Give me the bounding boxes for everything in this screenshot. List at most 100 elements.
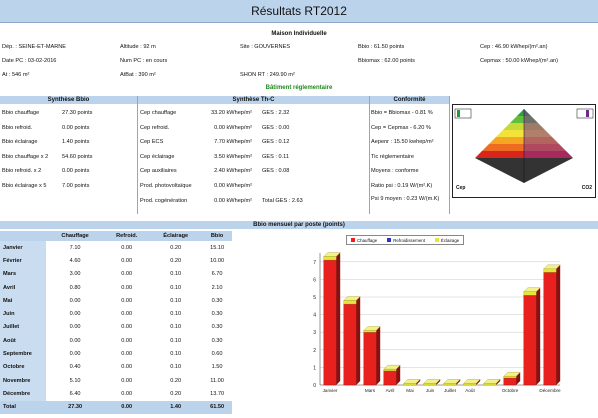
table-row: Août 0.00 0.00 0.10 0.30 [0,334,232,348]
bar-chauffage [343,303,357,386]
x-tick-label: Juillet [444,388,456,393]
table-row: Septembre 0.00 0.00 0.10 0.60 [0,347,232,361]
bbio-row: Bbio chauffage 27.30 points [2,110,93,116]
shon-field: SHON RT : 249.90 m² [240,72,295,78]
value-cell: 0.00 [121,364,133,371]
value-cell: 15.10 [210,244,225,251]
table-row: Mars 3.00 0.00 0.10 6.70 [0,267,232,281]
value-cell: 0.00 [69,351,81,358]
table-row: Décembre 6.40 0.00 0.20 13.70 [0,387,232,401]
bar-side [536,287,541,385]
value-cell: 0.30 [211,311,223,318]
dep-field: Dép. : SEINE-ET-MARNE [2,44,67,50]
at-field: At : 546 m² [2,72,30,78]
x-tick-label: Août [465,388,475,393]
bar-eclairage [503,376,517,379]
value-cell: 0.00 [69,297,81,304]
conformite-row: Cep = Cepmax - 6.20 % [371,124,431,131]
value-cell: 6.70 [211,271,223,278]
bbio-field: Bbio : 61.50 points [358,44,405,50]
x-tick-label: Décembre [539,388,561,393]
conformite-heading: Conformité [370,96,449,104]
value-cell: 27.30 [46,400,105,414]
value-cell: 4.60 [69,257,81,264]
thc-row: Prod. cogénération 0.00 kWhep/m² Total GES… [140,197,303,204]
num-pc-field: Num PC : en cours [120,58,168,64]
cep-field: Cep : 46.90 kWhep/(m².an) [480,44,548,50]
bar-eclairage [543,268,557,273]
bar-chauffage [543,272,557,386]
value-cell: 0.20 [170,244,182,251]
value-cell: 0.10 [170,351,182,358]
y-tick-label: 4 [313,313,316,319]
thc-row: Cep refroid. 0.00 kWhep/m² GES : 0.00 [140,124,290,131]
date-pc-field: Date PC : 03-02-2016 [2,58,57,64]
divider [369,96,370,214]
bar-side [396,365,401,385]
bbio-monthly-chart: Chauffage Refroidissement Éclairage 0 1 2 3… [300,235,572,395]
thc-row: Prod. photovoltaïque 0.00 kWhep/m² [140,182,252,189]
bar-top [523,287,541,292]
month-cell: Septembre [0,347,46,361]
monthly-table: Chauffage Refroid. Éclairage Bbio Janvie… [0,231,232,414]
bbio-row: Bbio refroid. 0.00 points [2,124,90,131]
value-cell: 0.00 [121,244,133,251]
value-cell: 2.10 [211,284,223,291]
report-title-bar: Résultats RT2012 [0,0,598,23]
conformite-row: Ratio psi : 0.19 W/(m².K) [371,182,433,189]
value-cell: 10.00 [210,257,225,264]
bar-top [383,365,401,370]
legend-swatch [351,238,355,243]
value-cell: 0.20 [170,377,182,384]
value-cell: 0.00 [121,324,133,331]
month-cell: Mars [0,267,46,281]
value-cell: 0.10 [170,297,182,304]
x-tick-label: Octobre [502,388,519,393]
value-cell: 3.00 [69,271,81,278]
month-cell: Mai [0,294,46,308]
value-cell: 0.10 [170,364,182,371]
thc-row: Cep chauffage 33.20 kWhep/m² GES : 2.32 [140,110,290,116]
bar-side [476,379,481,385]
value-cell: 0.10 [170,284,182,291]
y-tick-label: 2 [313,348,316,354]
bar-top [543,264,561,269]
altitude-field: Altitude : 92 m [120,44,156,50]
value-cell: 0.00 [104,400,150,414]
month-cell: Août [0,334,46,348]
value-cell: 1.50 [211,364,223,371]
bar-top [443,379,461,384]
energy-label-graphic: Cep CO2 [452,104,596,198]
bbio-row: Bbio éclairage x 5 7.00 points [2,182,90,189]
col-header: Éclairage [149,231,203,241]
y-tick-label: 6 [313,277,316,283]
value-cell: 0.00 [121,284,133,291]
value-cell: 0.60 [211,351,223,358]
y-tick-label: 7 [313,260,316,266]
table-row: Juin 0.00 0.00 0.10 0.30 [0,307,232,321]
legend-item: Refroidissement [387,238,425,243]
y-tick-label: 5 [313,295,316,301]
bar-side [376,326,381,385]
value-cell: 6.40 [69,390,81,397]
bar-eclairage [463,383,477,386]
value-cell: 0.00 [121,377,133,384]
table-row: Juillet 0.00 0.00 0.10 0.30 [0,320,232,335]
divider [449,96,450,214]
month-cell: Novembre [0,373,46,388]
bar-chauffage [363,331,377,386]
bar-eclairage [383,369,397,372]
x-tick-label: Avril [386,388,395,393]
value-cell: 0.30 [211,297,223,304]
table-row: Mai 0.00 0.00 0.10 0.30 [0,294,232,308]
cep-label: Cep [456,185,466,191]
cepmax-field: Cepmax : 50.00 kWhep/(m².an) [480,58,559,64]
value-cell: 0.00 [69,324,81,331]
value-cell: 0.00 [121,351,133,358]
bbio-row: Bbio chauffage x 2 54.60 points [2,153,93,160]
bar-eclairage [423,383,437,386]
y-tick-label: 0 [313,383,316,389]
chart-legend: Chauffage Refroidissement Éclairage [346,235,465,245]
bar-eclairage [523,291,537,296]
legend-swatch [434,238,439,243]
